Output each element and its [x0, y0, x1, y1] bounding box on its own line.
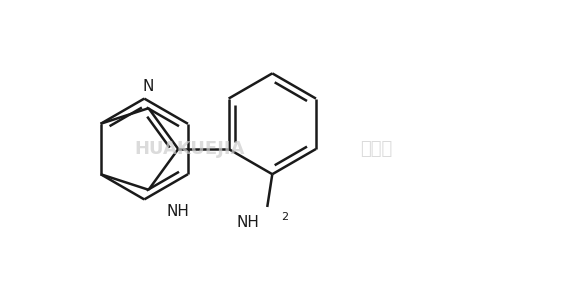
Text: N: N	[143, 79, 154, 94]
Text: HUAKUEJIA: HUAKUEJIA	[134, 140, 245, 158]
Text: 2: 2	[281, 212, 288, 222]
Text: 化学加: 化学加	[360, 140, 392, 158]
Text: NH: NH	[166, 204, 189, 219]
Text: NH: NH	[237, 215, 260, 229]
